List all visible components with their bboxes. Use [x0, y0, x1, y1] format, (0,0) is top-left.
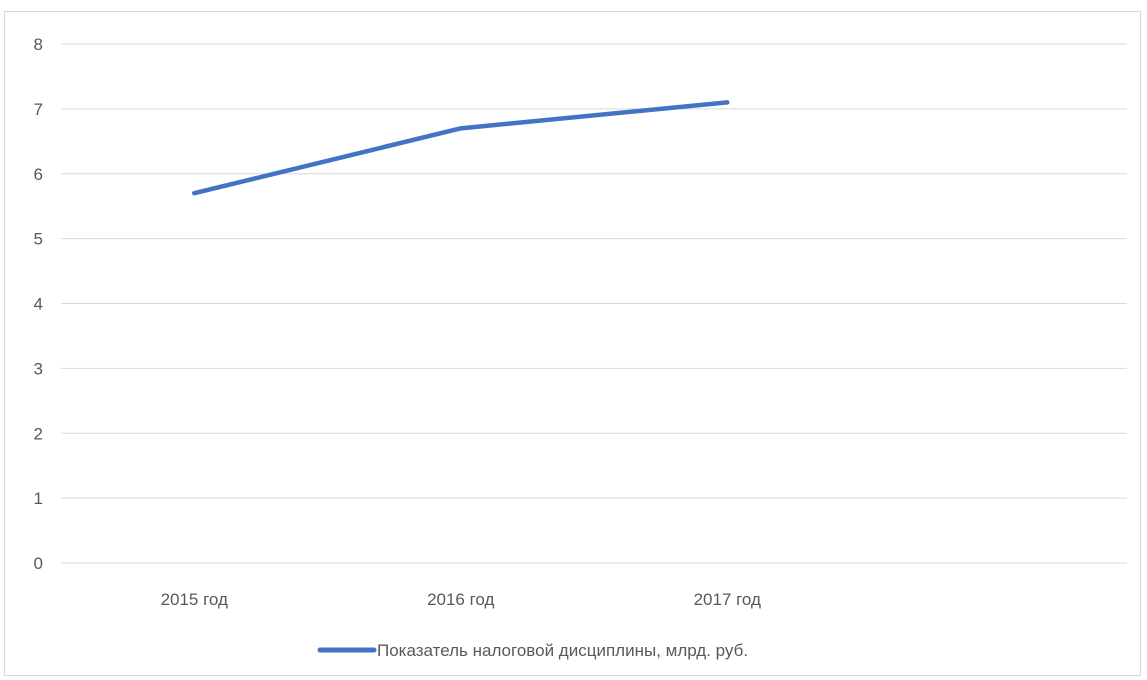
y-axis-tick-labels: 0 1 2 3 4 5 6 7 8 [34, 35, 43, 573]
gridlines [61, 43, 1127, 564]
y-tick-label: 0 [34, 554, 43, 573]
legend: Показатель налоговой дисциплины, млрд. р… [317, 641, 748, 660]
x-tick-label: 2015 год [161, 590, 228, 609]
x-axis-tick-labels: 2015 год 2016 год 2017 год [161, 590, 761, 609]
y-tick-label: 2 [34, 424, 43, 443]
y-tick-label: 5 [34, 230, 43, 249]
legend-label: Показатель налоговой дисциплины, млрд. р… [377, 641, 748, 660]
y-tick-label: 4 [34, 295, 43, 314]
series-lines [192, 100, 730, 196]
y-tick-label: 8 [34, 35, 43, 54]
x-tick-label: 2017 год [694, 590, 761, 609]
y-tick-label: 3 [34, 359, 43, 378]
y-tick-label: 7 [34, 100, 43, 119]
chart-frame [4, 11, 1141, 676]
x-tick-label: 2016 год [427, 590, 494, 609]
y-tick-label: 1 [34, 489, 43, 508]
series-line [192, 100, 730, 196]
y-tick-label: 6 [34, 165, 43, 184]
